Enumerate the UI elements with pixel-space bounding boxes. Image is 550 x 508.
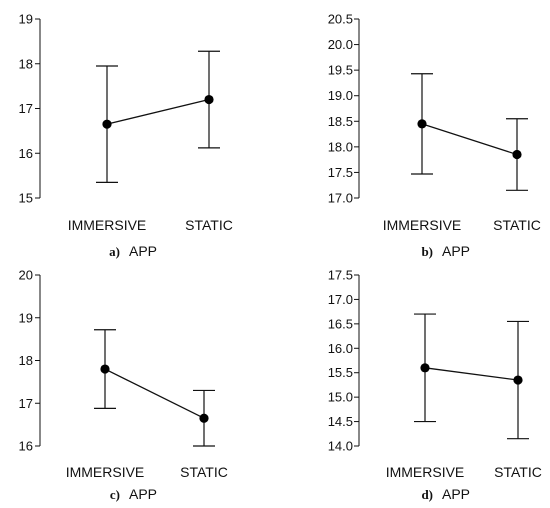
panel-letter: d) — [421, 487, 433, 502]
y-tick-label: 17 — [19, 101, 33, 116]
chart-panel: 14.0 14.5 15.0 15.5 16.0 16.5 17.0 17.5 IMMERSIV… — [328, 268, 542, 503]
x-category-label: STATIC — [494, 464, 542, 480]
data-point — [204, 94, 214, 105]
y-tick-label: 19.5 — [328, 63, 353, 78]
x-category-label: STATIC — [493, 217, 541, 233]
y-tick-label: 15 — [19, 191, 33, 206]
y-tick-label: 18 — [19, 56, 33, 71]
series-line — [424, 367, 519, 381]
y-tick-label: 17.5 — [328, 165, 353, 180]
y-tick-label: 18 — [19, 353, 33, 368]
x-category-label: STATIC — [180, 464, 228, 480]
x-axis-title: APP — [442, 486, 470, 502]
y-tick-label: 19.0 — [328, 88, 353, 103]
chart-panel: 17.0 17.5 18.0 18.5 19.0 19.5 20.0 20.5 IMMERSIV… — [328, 12, 541, 260]
y-tick-label: 16.5 — [328, 316, 353, 331]
series-line — [106, 98, 210, 125]
x-axis-title: APP — [129, 243, 157, 259]
series-line — [104, 368, 205, 419]
y-tick-label: 20.5 — [328, 12, 353, 27]
y-tick-label: 14.0 — [328, 439, 353, 454]
data-point — [199, 413, 209, 423]
y-tick-label: 15.0 — [328, 390, 353, 405]
y-tick-label: 17.5 — [328, 268, 353, 283]
y-tick-label: 16 — [19, 439, 33, 454]
data-point — [100, 364, 110, 374]
y-tick-label: 17.0 — [328, 191, 353, 206]
x-category-label: IMMERSIVE — [383, 217, 462, 233]
x-category-label: IMMERSIVE — [66, 464, 145, 480]
y-tick-label: 18.5 — [328, 114, 353, 129]
y-tick-label: 17.0 — [328, 292, 353, 307]
x-category-label: IMMERSIVE — [386, 464, 465, 480]
y-tick-label: 18.0 — [328, 139, 353, 154]
data-point — [420, 363, 430, 373]
data-point — [513, 375, 523, 385]
data-point — [512, 149, 522, 160]
y-tick-label: 19 — [19, 310, 33, 325]
chart-panel: 15 16 17 18 19 IMMERSIVE STATIC a) APP — [19, 12, 233, 260]
chart-panel: 16 17 18 19 20 IMMERSIVE STATIC c) APP — [19, 268, 228, 503]
y-tick-label: 16.0 — [328, 341, 353, 356]
y-tick-label: 16 — [19, 146, 33, 161]
y-tick-label: 19 — [19, 12, 33, 27]
panel-letter: a) — [109, 244, 120, 259]
y-tick-label: 14.5 — [328, 414, 353, 429]
x-category-label: IMMERSIVE — [68, 217, 147, 233]
x-axis-title: APP — [129, 486, 157, 502]
y-tick-label: 17 — [19, 396, 33, 411]
x-category-label: STATIC — [185, 217, 233, 233]
data-point — [417, 119, 427, 129]
panel-letter: c) — [110, 487, 120, 502]
y-tick-label: 20.0 — [328, 37, 353, 52]
panel-letter: b) — [421, 244, 433, 259]
y-tick-label: 20 — [19, 268, 33, 283]
data-point — [102, 119, 112, 129]
x-axis-title: APP — [442, 243, 470, 259]
y-tick-label: 15.5 — [328, 365, 353, 380]
series-line — [421, 123, 518, 156]
